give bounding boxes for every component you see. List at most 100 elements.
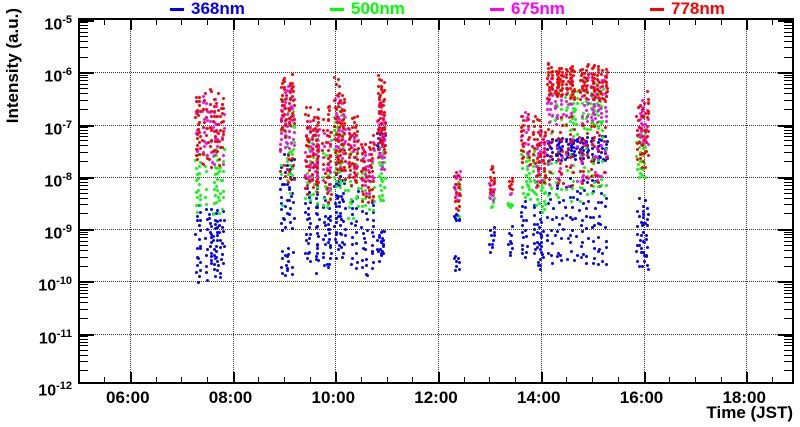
data-point xyxy=(352,171,356,175)
data-point xyxy=(584,85,588,89)
data-point xyxy=(315,191,319,195)
data-point xyxy=(583,189,586,193)
data-point xyxy=(569,149,573,152)
y-minor-tick xyxy=(80,336,88,338)
x-tick xyxy=(592,377,594,382)
data-point xyxy=(310,142,314,145)
data-point xyxy=(538,143,542,147)
data-point xyxy=(644,131,648,135)
data-point xyxy=(210,139,214,143)
data-point xyxy=(327,108,331,112)
data-point xyxy=(349,222,353,226)
data-point xyxy=(321,156,325,160)
data-point xyxy=(283,86,287,90)
data-point xyxy=(219,107,223,110)
data-point xyxy=(593,64,597,68)
data-point xyxy=(219,239,223,243)
x-tick xyxy=(206,377,208,382)
data-point xyxy=(639,114,643,118)
data-point xyxy=(559,253,563,257)
data-point xyxy=(583,81,587,85)
data-point xyxy=(341,133,345,137)
data-point xyxy=(280,117,284,121)
data-point xyxy=(532,152,536,156)
data-point xyxy=(557,67,561,71)
data-point xyxy=(215,209,219,213)
data-point xyxy=(367,196,371,200)
data-point xyxy=(215,226,219,230)
data-point xyxy=(281,93,285,97)
x-tick xyxy=(489,20,491,25)
data-point xyxy=(326,206,330,210)
y-tick-label: 10-6 xyxy=(44,66,72,86)
data-point xyxy=(489,183,493,187)
data-point xyxy=(350,151,354,155)
data-point xyxy=(336,194,340,198)
data-point xyxy=(521,144,525,148)
data-point xyxy=(642,253,646,257)
data-point xyxy=(222,229,226,233)
data-point xyxy=(568,82,572,85)
data-point xyxy=(279,98,283,102)
data-point xyxy=(584,68,588,72)
y-minor-tick xyxy=(784,338,792,340)
data-point xyxy=(521,219,525,223)
data-point xyxy=(509,254,513,258)
data-point xyxy=(535,157,539,160)
data-point xyxy=(202,131,206,135)
data-point xyxy=(336,78,340,82)
data-point xyxy=(335,114,339,118)
data-point xyxy=(339,211,343,215)
data-point xyxy=(586,170,590,174)
data-point xyxy=(540,221,544,225)
data-point xyxy=(525,174,529,178)
data-point xyxy=(600,69,604,73)
data-point xyxy=(314,165,318,169)
data-point xyxy=(641,139,645,142)
data-point xyxy=(288,116,292,120)
data-point xyxy=(601,93,604,97)
data-point xyxy=(592,89,596,93)
y-minor-tick xyxy=(784,286,792,288)
data-point xyxy=(581,176,585,180)
data-point xyxy=(338,244,341,247)
data-point xyxy=(531,233,535,237)
data-point xyxy=(378,109,382,113)
data-point xyxy=(597,126,601,130)
data-point xyxy=(312,143,316,147)
data-point xyxy=(305,238,308,242)
data-point xyxy=(589,116,593,119)
data-point xyxy=(383,161,387,165)
data-point xyxy=(579,147,583,151)
x-tick xyxy=(720,377,722,382)
data-point xyxy=(582,143,586,147)
data-point xyxy=(639,135,643,139)
data-point xyxy=(309,149,313,153)
data-point xyxy=(201,163,205,167)
data-point xyxy=(364,173,368,177)
data-point xyxy=(582,152,585,156)
data-point xyxy=(643,176,647,179)
y-minor-tick xyxy=(784,99,792,101)
data-point xyxy=(350,184,354,188)
data-point xyxy=(290,153,294,157)
data-point xyxy=(559,259,563,263)
data-point xyxy=(524,111,528,115)
data-point xyxy=(645,140,649,144)
data-point xyxy=(568,97,572,101)
data-point xyxy=(221,189,225,193)
data-point xyxy=(640,151,644,155)
y-minor-tick xyxy=(80,181,88,183)
data-point xyxy=(510,233,514,237)
data-point xyxy=(521,156,525,160)
y-minor-tick xyxy=(784,237,792,239)
data-point xyxy=(547,201,550,205)
legend-dash-icon xyxy=(650,7,664,11)
data-point xyxy=(538,142,542,145)
x-tick xyxy=(694,20,696,25)
data-point xyxy=(292,251,295,255)
data-point xyxy=(284,170,288,174)
data-point xyxy=(341,157,345,161)
data-point xyxy=(524,251,528,255)
data-point xyxy=(372,234,376,238)
